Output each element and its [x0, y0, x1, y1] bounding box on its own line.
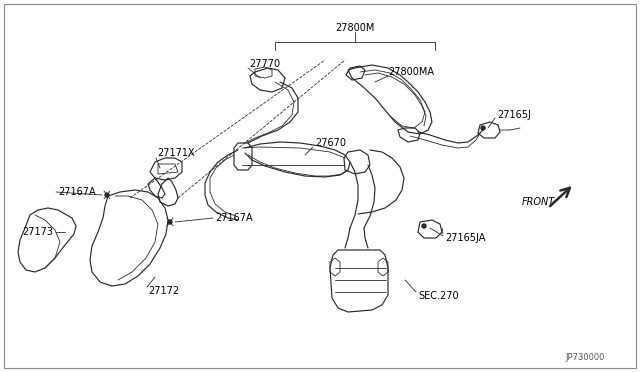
Circle shape — [168, 220, 172, 224]
Text: 27670: 27670 — [315, 138, 346, 148]
Circle shape — [105, 193, 109, 197]
Text: 27770: 27770 — [249, 59, 280, 69]
Text: 27165J: 27165J — [497, 110, 531, 120]
Circle shape — [422, 224, 426, 228]
Text: 27800M: 27800M — [335, 23, 374, 33]
Text: 27171X: 27171X — [157, 148, 195, 158]
Text: SEC.270: SEC.270 — [418, 291, 459, 301]
Text: 27165JA: 27165JA — [445, 233, 485, 243]
Text: JP730000: JP730000 — [565, 353, 604, 362]
Text: 27800MA: 27800MA — [388, 67, 434, 77]
Circle shape — [481, 126, 485, 130]
Text: 27167A: 27167A — [215, 213, 253, 223]
Text: 27173: 27173 — [22, 227, 53, 237]
Text: 27172: 27172 — [148, 286, 179, 296]
Text: FRONT: FRONT — [522, 197, 556, 207]
Text: 27167A: 27167A — [58, 187, 95, 197]
